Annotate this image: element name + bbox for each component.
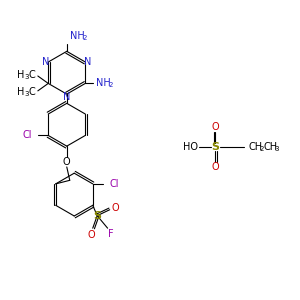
Text: CH: CH <box>263 142 278 152</box>
Text: NH: NH <box>96 78 110 88</box>
Text: 2: 2 <box>108 82 112 88</box>
Text: 2: 2 <box>82 35 87 41</box>
Text: H: H <box>17 87 24 97</box>
Text: O: O <box>212 162 219 172</box>
Text: 2: 2 <box>260 146 264 152</box>
Text: S: S <box>93 211 101 221</box>
Text: N: N <box>63 92 70 101</box>
Text: HO: HO <box>183 142 198 152</box>
Text: CH: CH <box>248 142 262 152</box>
Text: O: O <box>63 157 70 166</box>
Text: C: C <box>29 87 36 97</box>
Text: S: S <box>212 142 219 152</box>
Text: 3: 3 <box>25 92 29 98</box>
Text: N: N <box>84 57 92 67</box>
Text: 3: 3 <box>25 74 29 80</box>
Text: Cl: Cl <box>22 130 32 140</box>
Text: NH: NH <box>70 32 85 41</box>
Text: 3: 3 <box>275 146 279 152</box>
Text: O: O <box>212 122 219 132</box>
Text: Cl: Cl <box>110 179 119 189</box>
Text: O: O <box>87 230 95 240</box>
Text: C: C <box>29 70 36 80</box>
Text: H: H <box>17 70 24 80</box>
Text: O: O <box>112 203 119 213</box>
Text: F: F <box>108 229 113 238</box>
Text: N: N <box>42 57 50 67</box>
